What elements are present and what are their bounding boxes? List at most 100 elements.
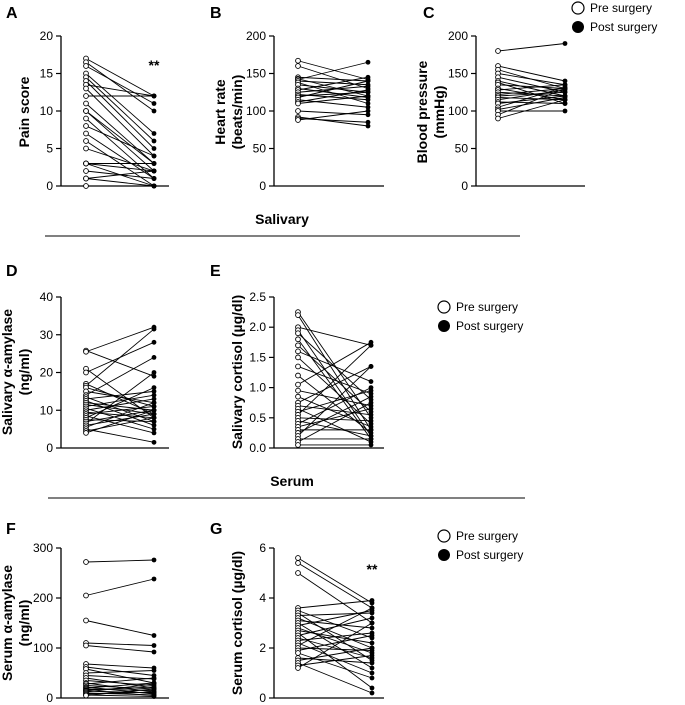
- pair-line: [85, 170, 155, 179]
- y-tick-label: 20: [40, 366, 54, 380]
- chart-panel-a: A 0 5 10 15 20 Pain score **: [6, 5, 169, 193]
- y-tick-label: 300: [33, 541, 53, 555]
- pair-line: [297, 366, 372, 404]
- pair-line: [85, 80, 155, 149]
- legend-pre-marker: [437, 300, 451, 314]
- pair-line: [297, 402, 372, 443]
- significance-marker: **: [149, 57, 160, 73]
- pre-surgery-point: [295, 336, 301, 343]
- post-surgery-point: [369, 665, 375, 671]
- pair-line: [85, 677, 155, 685]
- pre-surgery-point: [83, 642, 89, 649]
- post-surgery-point: [562, 101, 568, 106]
- pair-line: [297, 600, 373, 609]
- post-surgery-point: [151, 339, 157, 345]
- pre-surgery-point: [295, 363, 301, 370]
- pair-line: [85, 668, 155, 684]
- y-tick-label: 200: [448, 29, 468, 43]
- pair-line: [497, 73, 566, 86]
- pair-line: [297, 60, 369, 80]
- post-surgery-point: [151, 694, 157, 699]
- panel-letter: A: [6, 5, 18, 22]
- pair-line: [85, 680, 155, 686]
- y-axis-label: Serum α-amylase: [0, 565, 15, 681]
- y-tick-label: 1.0: [249, 381, 266, 395]
- post-surgery-point: [151, 557, 157, 563]
- y-tick-label: 0: [46, 179, 53, 193]
- pair-line: [85, 178, 155, 187]
- pre-surgery-point: [295, 442, 301, 448]
- pre-surgery-point: [83, 145, 89, 152]
- chart-panel-d: D 0 10 20 30 40 Salivary α-amylase (ng/ml): [0, 263, 169, 455]
- pre-surgery-point: [295, 57, 301, 64]
- y-tick-label: 200: [33, 591, 53, 605]
- post-surgery-point: [365, 87, 371, 93]
- pair-line: [297, 557, 373, 604]
- post-surgery-point: [151, 633, 157, 638]
- post-surgery-point: [365, 119, 371, 125]
- pair-line: [297, 366, 372, 437]
- y-axis-label: (ng/ml): [16, 349, 32, 396]
- pair-line: [497, 97, 566, 110]
- legend-pre-marker: [571, 1, 585, 15]
- pre-surgery-point: [295, 100, 301, 107]
- y-tick-label: 1.5: [249, 350, 266, 364]
- pair-line: [297, 637, 373, 659]
- chart-panel-f: F 0 100 200 300 Serum α-amylase (ng/ml): [0, 521, 169, 705]
- legend-salivary: Pre surgery Post surgery: [437, 300, 523, 333]
- y-tick-label: 4: [259, 591, 266, 605]
- post-surgery-point: [151, 355, 157, 360]
- chart-panel-e: E 0.0 0.5 1.0 1.5 2.0 2.5 Salivary cortisol (µg…: [210, 263, 384, 455]
- pair-line: [297, 118, 369, 123]
- section-title-serum: Serum: [270, 473, 314, 489]
- pair-line: [85, 58, 155, 97]
- pair-line: [297, 417, 372, 422]
- pair-line: [297, 65, 369, 89]
- post-surgery-point: [151, 415, 157, 421]
- pre-surgery-point: [295, 312, 301, 318]
- y-tick-label: 6: [259, 541, 266, 555]
- post-surgery-point: [151, 131, 157, 136]
- post-surgery-point: [369, 645, 375, 651]
- pair-line: [297, 110, 369, 116]
- post-surgery-point: [369, 615, 375, 621]
- post-surgery-point: [562, 41, 568, 46]
- post-surgery-point: [151, 326, 157, 332]
- pair-line: [85, 76, 155, 142]
- pair-line: [497, 84, 566, 91]
- post-surgery-point: [151, 153, 157, 159]
- pre-surgery-point: [83, 592, 89, 599]
- post-surgery-point: [151, 388, 157, 394]
- pair-line: [297, 396, 372, 434]
- post-surgery-point: [151, 396, 157, 402]
- post-surgery-point: [365, 108, 371, 114]
- pair-line: [297, 350, 372, 382]
- pair-line: [85, 688, 155, 696]
- pair-line: [297, 76, 369, 82]
- pre-surgery-point: [83, 175, 89, 182]
- y-axis-label: (ng/ml): [16, 600, 32, 647]
- post-surgery-point: [365, 101, 371, 106]
- pair-line: [85, 402, 155, 428]
- post-surgery-point: [151, 686, 157, 692]
- pair-line: [297, 110, 369, 121]
- post-surgery-point: [369, 660, 375, 666]
- section-title-salivary: Salivary: [255, 211, 309, 227]
- post-surgery-point: [151, 439, 157, 445]
- pair-line: [85, 694, 155, 697]
- pair-line: [297, 396, 372, 428]
- post-surgery-point: [151, 146, 157, 151]
- pair-line: [85, 387, 155, 419]
- post-surgery-point: [151, 400, 157, 406]
- pair-line: [85, 407, 155, 430]
- y-tick-label: 0: [259, 179, 266, 193]
- pre-surgery-point: [295, 63, 301, 69]
- pre-surgery-point: [83, 183, 89, 189]
- pair-line: [297, 607, 373, 646]
- post-surgery-point: [151, 681, 157, 687]
- pair-line: [497, 82, 566, 104]
- legend-post-marker: [438, 549, 450, 561]
- post-surgery-point: [151, 93, 157, 99]
- pair-line: [297, 610, 373, 626]
